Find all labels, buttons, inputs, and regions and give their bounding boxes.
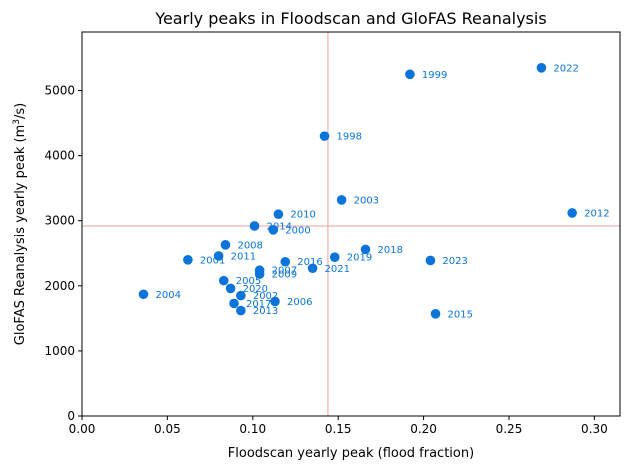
data-points: [138, 62, 577, 319]
data-labels: 1998 1999 2000 2001 2002 2003 2004 2005 2006 2007…: [155, 63, 609, 320]
data-label-2013: 2013: [253, 306, 278, 317]
data-point-2005: [218, 275, 229, 286]
data-label-2016: 2016: [297, 257, 322, 268]
data-point-2011: [213, 251, 224, 261]
data-point-2015: [430, 309, 441, 319]
data-label-2001: 2001: [200, 255, 225, 266]
x-tick-label: 0.25: [496, 422, 523, 436]
x-tick-label: 0.15: [325, 422, 352, 436]
data-label-2009: 2009: [272, 270, 297, 281]
data-label-2018: 2018: [378, 245, 403, 256]
reference-lines: [82, 32, 620, 416]
x-tick-label: 0.20: [410, 422, 437, 436]
y-tick-label: 0: [67, 409, 75, 423]
data-label-1998: 1998: [337, 132, 362, 143]
data-point-2001: [183, 254, 193, 265]
data-point-2013: [236, 305, 246, 316]
data-label-2017: 2017: [246, 299, 271, 310]
data-point-1998: [319, 131, 330, 141]
x-axis-label: Floodscan yearly peak (flood fraction): [228, 446, 474, 461]
data-label-1999: 1999: [422, 70, 447, 81]
data-label-2023: 2023: [442, 256, 467, 267]
x-tick-label: 0.10: [239, 422, 266, 436]
data-point-2009: [254, 269, 265, 279]
data-label-2010: 2010: [290, 210, 315, 221]
data-label-2006: 2006: [287, 297, 312, 308]
data-label-2019: 2019: [347, 253, 372, 264]
y-tick-label: 1000: [44, 344, 75, 358]
data-point-1999: [405, 69, 415, 80]
data-point-2010: [273, 209, 284, 220]
x-tick-label: 0.00: [69, 422, 96, 436]
x-axis-ticks: 0.00 0.05 0.10 0.15 0.20 0.25 0.30: [69, 416, 608, 436]
data-label-2021: 2021: [325, 264, 350, 275]
data-label-2005: 2005: [236, 276, 261, 287]
data-label-2012: 2012: [584, 208, 609, 219]
plot-frame: [81, 31, 621, 417]
data-point-2016: [280, 256, 291, 267]
data-point-2006: [270, 296, 280, 307]
data-label-2007: 2007: [272, 266, 297, 277]
data-point-2020: [225, 283, 236, 294]
data-point-2004: [138, 289, 149, 300]
data-label-2015: 2015: [448, 309, 473, 320]
data-point-2000: [268, 225, 279, 235]
data-point-2012: [567, 208, 577, 218]
data-point-2014: [249, 221, 260, 231]
x-tick-label: 0.05: [154, 422, 181, 436]
y-tick-label: 2000: [44, 279, 75, 293]
data-label-2022: 2022: [553, 63, 578, 74]
data-label-2008: 2008: [237, 240, 262, 251]
y-tick-label: 4000: [44, 149, 75, 163]
data-label-2000: 2000: [285, 225, 310, 236]
y-tick-label: 5000: [44, 84, 75, 98]
y-axis-label: GloFAS Reanalysis yearly peak (m3/s): [12, 103, 28, 345]
data-point-2002: [236, 290, 246, 301]
y-axis-ticks: 0 1000 2000 3000 4000 5000: [44, 84, 82, 423]
data-label-2011: 2011: [231, 251, 256, 262]
data-label-2004: 2004: [155, 290, 180, 301]
data-point-2021: [307, 263, 318, 274]
data-point-2019: [329, 252, 340, 262]
data-point-2008: [220, 240, 231, 250]
y-tick-label: 3000: [44, 214, 75, 228]
data-point-2017: [229, 298, 239, 309]
chart-title: Yearly peaks in Floodscan and GloFAS Rea…: [154, 9, 546, 28]
data-label-2014: 2014: [267, 221, 292, 232]
data-label-2003: 2003: [354, 195, 379, 206]
data-label-2002: 2002: [253, 291, 278, 302]
data-point-2023: [425, 255, 436, 266]
data-label-2020: 2020: [243, 284, 268, 295]
data-point-2003: [336, 195, 347, 205]
x-tick-label: 0.30: [581, 422, 608, 436]
data-point-2022: [536, 62, 547, 73]
data-point-2018: [360, 244, 371, 255]
